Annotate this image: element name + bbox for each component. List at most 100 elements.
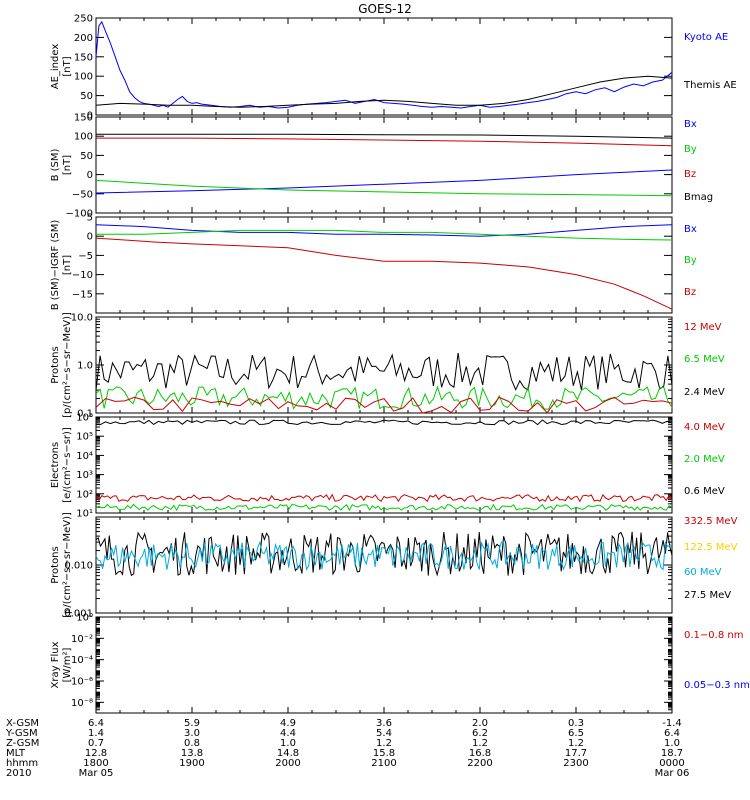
y-tick-label: 0.001 bbox=[64, 609, 93, 620]
x-axis-value: 4.9 bbox=[280, 718, 296, 729]
y-axis-label: B (SM) [nT] bbox=[50, 148, 73, 181]
legend-entry: 60 MeV bbox=[684, 567, 722, 578]
legend-entry: 2.4 MeV bbox=[684, 387, 725, 398]
series-0-6-mev bbox=[95, 419, 673, 426]
panel-7: 10⁻⁸ 10⁻⁶ 10⁻⁴ 10⁻² 10⁰ Xray Flux [W/m²] 0.1−0.… bbox=[50, 613, 750, 714]
legend-entry: 27.5 MeV bbox=[684, 590, 731, 601]
y-tick-label: 200 bbox=[74, 33, 93, 44]
y-tick-label: 10⁴ bbox=[76, 451, 93, 462]
x-axis-table: X-GSMY-GSMZ-GSMMLThhmm20106.41.40.712.81… bbox=[5, 718, 689, 779]
panel-frame bbox=[95, 516, 673, 614]
y-tick-label: −100 bbox=[66, 209, 93, 220]
legend-entry: Bx bbox=[684, 224, 697, 235]
series-themis-ae bbox=[95, 75, 673, 108]
y-axis-label-line: Electrons bbox=[50, 442, 61, 488]
x-axis-value: 2300 bbox=[563, 758, 588, 769]
y-tick-label: −10 bbox=[72, 270, 93, 281]
series-2-0-mev bbox=[95, 503, 673, 512]
y-tick-label: 10⁶ bbox=[76, 413, 93, 424]
x-axis-row-label: Z-GSM bbox=[6, 738, 39, 749]
legend-entry: Bmag bbox=[684, 192, 713, 203]
y-tick-label: 50 bbox=[80, 151, 93, 162]
y-tick-label: 10³ bbox=[76, 470, 93, 481]
x-axis-row-label: X-GSM bbox=[6, 718, 39, 729]
panel-frame bbox=[95, 216, 673, 314]
x-axis-value: 1.2 bbox=[376, 738, 392, 749]
x-axis-value: 0.3 bbox=[568, 718, 584, 729]
x-axis-value: 5.9 bbox=[184, 718, 200, 729]
legend-entry: 6.5 MeV bbox=[684, 354, 725, 365]
y-tick-label: 1.0 bbox=[77, 361, 93, 372]
series-by bbox=[96, 229, 673, 241]
series-by bbox=[95, 179, 673, 197]
y-axis-label-line: B (SM)−IGRF (SM) bbox=[50, 220, 61, 311]
series-2-4-mev bbox=[95, 352, 673, 391]
panel-frame bbox=[95, 116, 673, 214]
x-axis-value: 18.7 bbox=[661, 748, 683, 759]
x-axis-value: 17.7 bbox=[565, 748, 587, 759]
legend-entry: 0.6 MeV bbox=[684, 486, 725, 497]
panel-3: −15 −10 −5 0 5 B (SM)−IGRF (SM) [nT] Bx By Bz bbox=[50, 213, 697, 314]
y-tick-label: 150 bbox=[74, 52, 93, 63]
y-tick-label: 10¹ bbox=[76, 509, 93, 520]
x-axis-value: 1800 bbox=[83, 758, 108, 769]
x-axis-value: 1.2 bbox=[568, 738, 584, 749]
legend-entry: Kyoto AE bbox=[684, 32, 728, 43]
legend-entry: Bz bbox=[684, 287, 696, 298]
x-axis-value: 1.2 bbox=[472, 738, 488, 749]
series-6-5-mev bbox=[95, 385, 673, 410]
y-tick-label: −50 bbox=[72, 189, 93, 200]
x-axis-value: 0.8 bbox=[184, 738, 200, 749]
y-tick-label: 5 bbox=[87, 213, 93, 224]
x-axis-value: 2000 bbox=[275, 758, 300, 769]
y-tick-label: −5 bbox=[78, 251, 93, 262]
y-tick-label: 250 bbox=[74, 14, 93, 25]
y-axis-label-unit: [p/(cm²−s−sr−MeV)] bbox=[62, 512, 73, 618]
y-tick-label: 0 bbox=[87, 232, 93, 243]
x-axis-value: 13.8 bbox=[181, 748, 203, 759]
y-tick-label: 0.1 bbox=[77, 409, 93, 420]
x-axis-value: 2.0 bbox=[472, 718, 488, 729]
y-axis-label: Protons [p/(cm²−s−sr−MeV)] bbox=[50, 512, 73, 618]
x-axis-value: 4.4 bbox=[280, 728, 296, 739]
x-axis-value: 6.4 bbox=[664, 728, 680, 739]
y-tick-label: 150 bbox=[74, 113, 93, 124]
legend-entry: 0.05−0.3 nm bbox=[684, 680, 750, 691]
series-4-0-mev bbox=[95, 493, 673, 503]
series-kyoto-ae bbox=[95, 20, 673, 109]
x-axis-value: Mar 06 bbox=[655, 768, 690, 779]
x-axis-row-label: MLT bbox=[6, 748, 26, 759]
x-axis-value: 15.8 bbox=[373, 748, 395, 759]
x-axis-value: 1.0 bbox=[664, 738, 680, 749]
y-axis-label: Xray Flux [W/m²] bbox=[50, 641, 73, 688]
legend-entry: 4.0 MeV bbox=[684, 422, 725, 433]
chart-title: GOES-12 bbox=[358, 2, 412, 16]
series-bmag bbox=[96, 133, 673, 139]
y-tick-label: 10⁻⁴ bbox=[71, 655, 93, 666]
y-axis-label-unit: [nT] bbox=[62, 155, 73, 175]
x-axis-value: 3.6 bbox=[376, 718, 392, 729]
y-tick-label: 10² bbox=[76, 489, 93, 500]
legend-entry: 332.5 MeV bbox=[684, 516, 738, 527]
y-axis-label: Electrons [e/(cm²−s−sr)] bbox=[50, 427, 73, 503]
x-axis-value: 1.4 bbox=[88, 728, 104, 739]
y-tick-label: 10⁻⁸ bbox=[71, 698, 93, 709]
y-tick-label: 10⁻² bbox=[71, 634, 93, 645]
x-axis-value: -1.4 bbox=[662, 718, 682, 729]
y-axis-label-line: B (SM) bbox=[50, 148, 61, 181]
x-axis-value: 2100 bbox=[371, 758, 396, 769]
series-bx bbox=[95, 224, 673, 237]
y-axis-label-unit: [e/(cm²−s−sr)] bbox=[62, 427, 73, 503]
legend-entry: By bbox=[684, 144, 697, 155]
x-axis-value: 1900 bbox=[179, 758, 204, 769]
series-bz bbox=[96, 137, 673, 147]
legend-entry: 122.5 MeV bbox=[684, 542, 738, 553]
x-axis-value: 5.4 bbox=[376, 728, 392, 739]
y-axis-label: AE_index [nT] bbox=[50, 44, 73, 90]
series-60-mev bbox=[95, 540, 673, 571]
y-tick-label: −15 bbox=[72, 289, 93, 300]
